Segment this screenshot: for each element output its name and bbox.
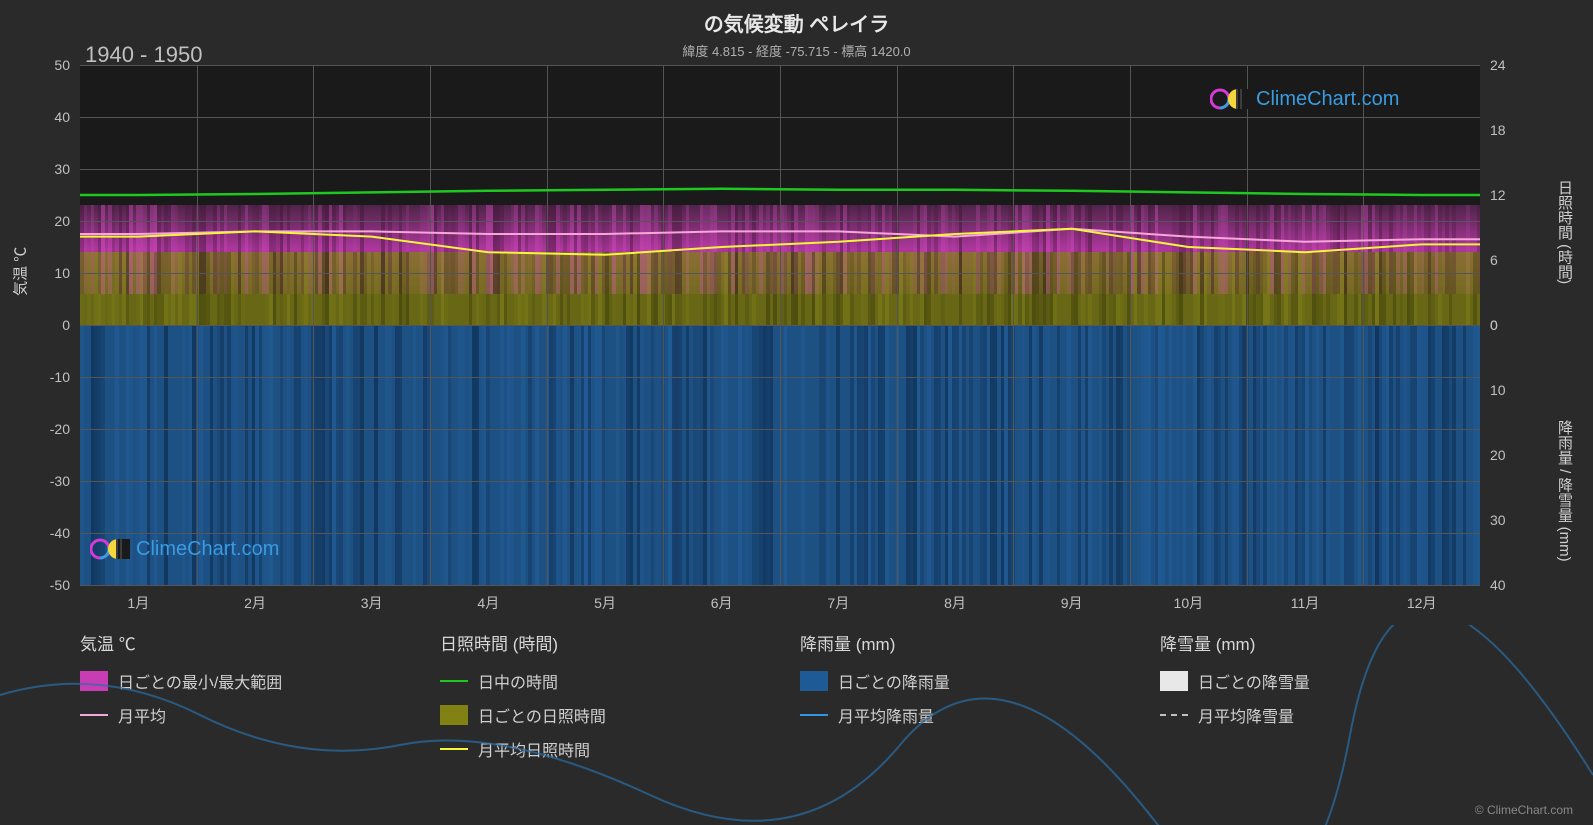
x-tick-month: 6月 <box>711 593 733 613</box>
grid-v <box>547 65 548 585</box>
legend-label: 日ごとの日照時間 <box>478 703 606 727</box>
legend-group: 降雨量 (mm) 日ごとの降雨量月平均降雨量 <box>800 630 1120 771</box>
x-tick-month: 12月 <box>1407 593 1437 613</box>
legend-label: 日中の時間 <box>478 669 558 693</box>
legend-item: 日中の時間 <box>440 669 760 693</box>
grid-v <box>1247 65 1248 585</box>
grid-v <box>430 65 431 585</box>
copyright-text: © ClimeChart.com <box>1475 803 1573 817</box>
legend-item: 日ごとの降雨量 <box>800 669 1120 693</box>
x-tick-month: 2月 <box>244 593 266 613</box>
grid-v <box>1013 65 1014 585</box>
grid-v <box>897 65 898 585</box>
y-left-tick: -40 <box>50 525 70 541</box>
legend-item: 日ごとの降雪量 <box>1160 669 1480 693</box>
grid-h <box>80 585 1480 586</box>
grid-v <box>780 65 781 585</box>
x-tick-month: 5月 <box>594 593 616 613</box>
x-tick-month: 3月 <box>361 593 383 613</box>
watermark-text: ClimeChart.com <box>136 538 279 561</box>
y-left-tick: 0 <box>62 317 70 333</box>
plot-area: 50403020100-10-20-30-40-5024181260010203… <box>80 65 1480 585</box>
legend-item: 月平均 <box>80 703 400 727</box>
grid-v <box>663 65 664 585</box>
y-left-tick: -50 <box>50 577 70 593</box>
watermark: ClimeChart.com <box>90 535 279 563</box>
y-left-tick: -20 <box>50 421 70 437</box>
legend-header: 降雨量 (mm) <box>800 630 1120 655</box>
x-tick-month: 4月 <box>477 593 499 613</box>
legend-swatch <box>440 748 468 750</box>
y-right-top-tick: 12 <box>1490 187 1506 203</box>
legend-label: 月平均降雪量 <box>1198 703 1294 727</box>
x-tick-month: 11月 <box>1291 593 1320 613</box>
y-right-bottom-tick: 40 <box>1490 577 1506 593</box>
x-tick-month: 8月 <box>944 593 966 613</box>
legend-swatch <box>1160 714 1188 716</box>
legend-header: 降雪量 (mm) <box>1160 630 1480 655</box>
y-right-bottom-tick: 20 <box>1490 447 1506 463</box>
y-right-bottom-tick: 10 <box>1490 382 1506 398</box>
y-left-tick: 40 <box>54 109 70 125</box>
grid-v <box>1363 65 1364 585</box>
x-tick-month: 9月 <box>1061 593 1083 613</box>
legend-swatch <box>440 705 468 725</box>
legend-label: 月平均 <box>118 703 166 727</box>
y-axis-right-bottom-title: 降雨量 / 降雪量 (mm) <box>1554 420 1575 562</box>
grid-v <box>1130 65 1131 585</box>
y-right-top-tick: 24 <box>1490 57 1506 73</box>
chart-title: の気候変動 ペレイラ <box>0 0 1593 37</box>
y-left-tick: 20 <box>54 213 70 229</box>
y-left-tick: 50 <box>54 57 70 73</box>
y-right-top-tick: 18 <box>1490 122 1506 138</box>
legend-item: 月平均降雨量 <box>800 703 1120 727</box>
x-tick-month: 10月 <box>1174 593 1204 613</box>
legend-swatch <box>800 714 828 716</box>
y-left-tick: 30 <box>54 161 70 177</box>
chart-subtitle: 緯度 4.815 - 経度 -75.715 - 標高 1420.0 <box>0 37 1593 60</box>
y-axis-right-top-title: 日照時間 (時間) <box>1554 180 1575 284</box>
watermark-icon <box>1210 85 1250 113</box>
y-right-bottom-tick: 30 <box>1490 512 1506 528</box>
legend-item: 月平均降雪量 <box>1160 703 1480 727</box>
legend: 気温 ℃ 日ごとの最小/最大範囲月平均 日照時間 (時間) 日中の時間日ごとの日照時間… <box>80 630 1480 771</box>
grid-v <box>313 65 314 585</box>
watermark: ClimeChart.com <box>1210 85 1399 113</box>
chart-container: の気候変動 ペレイラ 緯度 4.815 - 経度 -75.715 - 標高 14… <box>0 0 1593 825</box>
y-axis-left-title: 気温 ℃ <box>10 247 31 296</box>
legend-label: 日ごとの降雨量 <box>838 669 950 693</box>
legend-swatch <box>80 671 108 691</box>
grid-v <box>197 65 198 585</box>
legend-label: 日ごとの最小/最大範囲 <box>118 669 282 693</box>
legend-swatch <box>1160 671 1188 691</box>
legend-label: 日ごとの降雪量 <box>1198 669 1310 693</box>
legend-label: 月平均降雨量 <box>838 703 934 727</box>
legend-group: 日照時間 (時間) 日中の時間日ごとの日照時間月平均日照時間 <box>440 630 760 771</box>
watermark-text: ClimeChart.com <box>1256 88 1399 111</box>
legend-item: 日ごとの日照時間 <box>440 703 760 727</box>
x-tick-month: 7月 <box>827 593 849 613</box>
legend-group: 気温 ℃ 日ごとの最小/最大範囲月平均 <box>80 630 400 771</box>
watermark-icon <box>90 535 130 563</box>
legend-item: 日ごとの最小/最大範囲 <box>80 669 400 693</box>
y-left-tick: 10 <box>54 265 70 281</box>
legend-swatch <box>80 714 108 716</box>
x-tick-month: 1月 <box>127 593 149 613</box>
y-right-bottom-tick: 0 <box>1490 317 1498 333</box>
y-left-tick: -10 <box>50 369 70 385</box>
legend-item: 月平均日照時間 <box>440 737 760 761</box>
legend-group: 降雪量 (mm) 日ごとの降雪量月平均降雪量 <box>1160 630 1480 771</box>
y-right-top-tick: 6 <box>1490 252 1498 268</box>
legend-header: 日照時間 (時間) <box>440 630 760 655</box>
legend-swatch <box>800 671 828 691</box>
y-left-tick: -30 <box>50 473 70 489</box>
legend-swatch <box>440 680 468 682</box>
legend-header: 気温 ℃ <box>80 630 400 655</box>
legend-label: 月平均日照時間 <box>478 737 590 761</box>
